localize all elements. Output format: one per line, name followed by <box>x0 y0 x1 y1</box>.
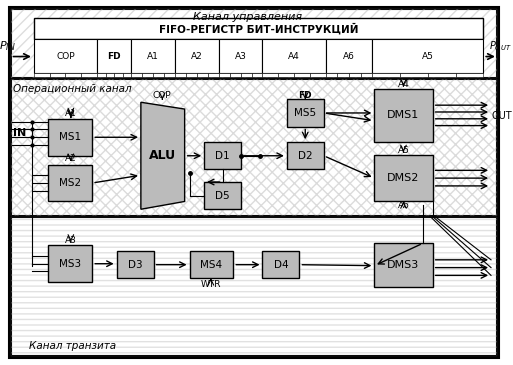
FancyBboxPatch shape <box>204 142 241 169</box>
FancyBboxPatch shape <box>114 73 123 77</box>
FancyBboxPatch shape <box>197 73 208 77</box>
Text: A1: A1 <box>147 52 159 61</box>
FancyBboxPatch shape <box>11 217 497 356</box>
FancyBboxPatch shape <box>48 245 92 282</box>
Text: FD: FD <box>107 52 121 61</box>
FancyBboxPatch shape <box>131 73 142 77</box>
Text: MS1: MS1 <box>60 132 82 142</box>
FancyBboxPatch shape <box>326 73 338 77</box>
Text: Канал управления: Канал управления <box>193 12 303 22</box>
FancyBboxPatch shape <box>116 251 153 278</box>
FancyBboxPatch shape <box>361 73 372 77</box>
Text: MS3: MS3 <box>60 259 82 269</box>
Text: $P_{OUT}$: $P_{OUT}$ <box>489 39 512 53</box>
FancyBboxPatch shape <box>374 155 432 201</box>
FancyBboxPatch shape <box>278 73 294 77</box>
Text: D5: D5 <box>215 191 230 201</box>
Text: A1: A1 <box>65 110 77 118</box>
Text: A3: A3 <box>234 52 247 61</box>
Text: A4: A4 <box>288 52 300 61</box>
FancyBboxPatch shape <box>374 243 432 287</box>
Text: D1: D1 <box>215 151 230 161</box>
FancyBboxPatch shape <box>263 73 278 77</box>
Text: Канал транзита: Канал транзита <box>29 341 116 351</box>
FancyBboxPatch shape <box>287 99 324 127</box>
Text: MS4: MS4 <box>201 260 223 270</box>
Text: D4: D4 <box>273 260 288 270</box>
FancyBboxPatch shape <box>186 73 197 77</box>
Text: A5: A5 <box>398 146 409 155</box>
FancyBboxPatch shape <box>50 73 66 77</box>
Text: D3: D3 <box>128 260 142 270</box>
FancyBboxPatch shape <box>164 73 175 77</box>
Text: A4: A4 <box>398 80 409 89</box>
FancyBboxPatch shape <box>241 73 251 77</box>
FancyBboxPatch shape <box>310 73 326 77</box>
FancyBboxPatch shape <box>34 39 97 73</box>
FancyBboxPatch shape <box>153 73 164 77</box>
FancyBboxPatch shape <box>142 73 153 77</box>
FancyBboxPatch shape <box>34 18 483 39</box>
Text: A2: A2 <box>65 154 77 163</box>
Text: FIFO-РЕГИСТР БИТ-ИНСТРУКЦИЙ: FIFO-РЕГИСТР БИТ-ИНСТРУКЦИЙ <box>159 23 358 34</box>
Text: DMS3: DMS3 <box>387 260 420 270</box>
FancyBboxPatch shape <box>97 73 106 77</box>
FancyBboxPatch shape <box>263 39 326 73</box>
FancyBboxPatch shape <box>189 251 233 278</box>
FancyBboxPatch shape <box>48 119 92 156</box>
FancyBboxPatch shape <box>372 73 400 77</box>
FancyBboxPatch shape <box>34 73 50 77</box>
FancyBboxPatch shape <box>81 73 97 77</box>
FancyBboxPatch shape <box>219 73 230 77</box>
Text: Операционный канал: Операционный канал <box>13 84 132 94</box>
FancyBboxPatch shape <box>372 39 483 73</box>
FancyBboxPatch shape <box>287 142 324 169</box>
Text: A5: A5 <box>422 52 433 61</box>
FancyBboxPatch shape <box>400 73 428 77</box>
FancyBboxPatch shape <box>97 39 131 73</box>
FancyBboxPatch shape <box>131 39 175 73</box>
Polygon shape <box>141 102 185 209</box>
Text: COP: COP <box>153 91 171 100</box>
FancyBboxPatch shape <box>294 73 310 77</box>
FancyBboxPatch shape <box>175 39 219 73</box>
FancyBboxPatch shape <box>123 73 131 77</box>
Text: COP: COP <box>56 52 75 61</box>
Text: $P_{IN}$: $P_{IN}$ <box>0 39 16 53</box>
FancyBboxPatch shape <box>251 73 263 77</box>
FancyBboxPatch shape <box>106 73 114 77</box>
FancyBboxPatch shape <box>338 73 349 77</box>
FancyBboxPatch shape <box>11 79 497 216</box>
FancyBboxPatch shape <box>230 73 241 77</box>
FancyBboxPatch shape <box>263 251 300 278</box>
FancyBboxPatch shape <box>208 73 219 77</box>
Text: A2: A2 <box>191 52 203 61</box>
FancyBboxPatch shape <box>11 9 497 78</box>
Text: IN: IN <box>13 128 26 138</box>
Text: DMS1: DMS1 <box>387 110 420 120</box>
FancyBboxPatch shape <box>374 89 432 142</box>
Text: MS2: MS2 <box>60 178 82 188</box>
Text: D2: D2 <box>298 151 312 161</box>
FancyBboxPatch shape <box>48 165 92 201</box>
FancyBboxPatch shape <box>349 73 361 77</box>
Text: A6: A6 <box>343 52 355 61</box>
FancyBboxPatch shape <box>219 39 263 73</box>
FancyBboxPatch shape <box>66 73 81 77</box>
FancyBboxPatch shape <box>175 73 186 77</box>
Text: OUT: OUT <box>491 111 511 121</box>
Text: FD: FD <box>299 91 312 100</box>
Text: A6: A6 <box>398 201 409 210</box>
Text: ALU: ALU <box>149 149 176 162</box>
Text: MS5: MS5 <box>294 108 317 118</box>
Text: WTR: WTR <box>201 280 221 289</box>
Text: DMS2: DMS2 <box>387 173 420 183</box>
FancyBboxPatch shape <box>9 7 499 358</box>
FancyBboxPatch shape <box>326 39 372 73</box>
Text: A3: A3 <box>65 236 77 245</box>
FancyBboxPatch shape <box>456 73 483 77</box>
FancyBboxPatch shape <box>428 73 456 77</box>
FancyBboxPatch shape <box>204 182 241 209</box>
